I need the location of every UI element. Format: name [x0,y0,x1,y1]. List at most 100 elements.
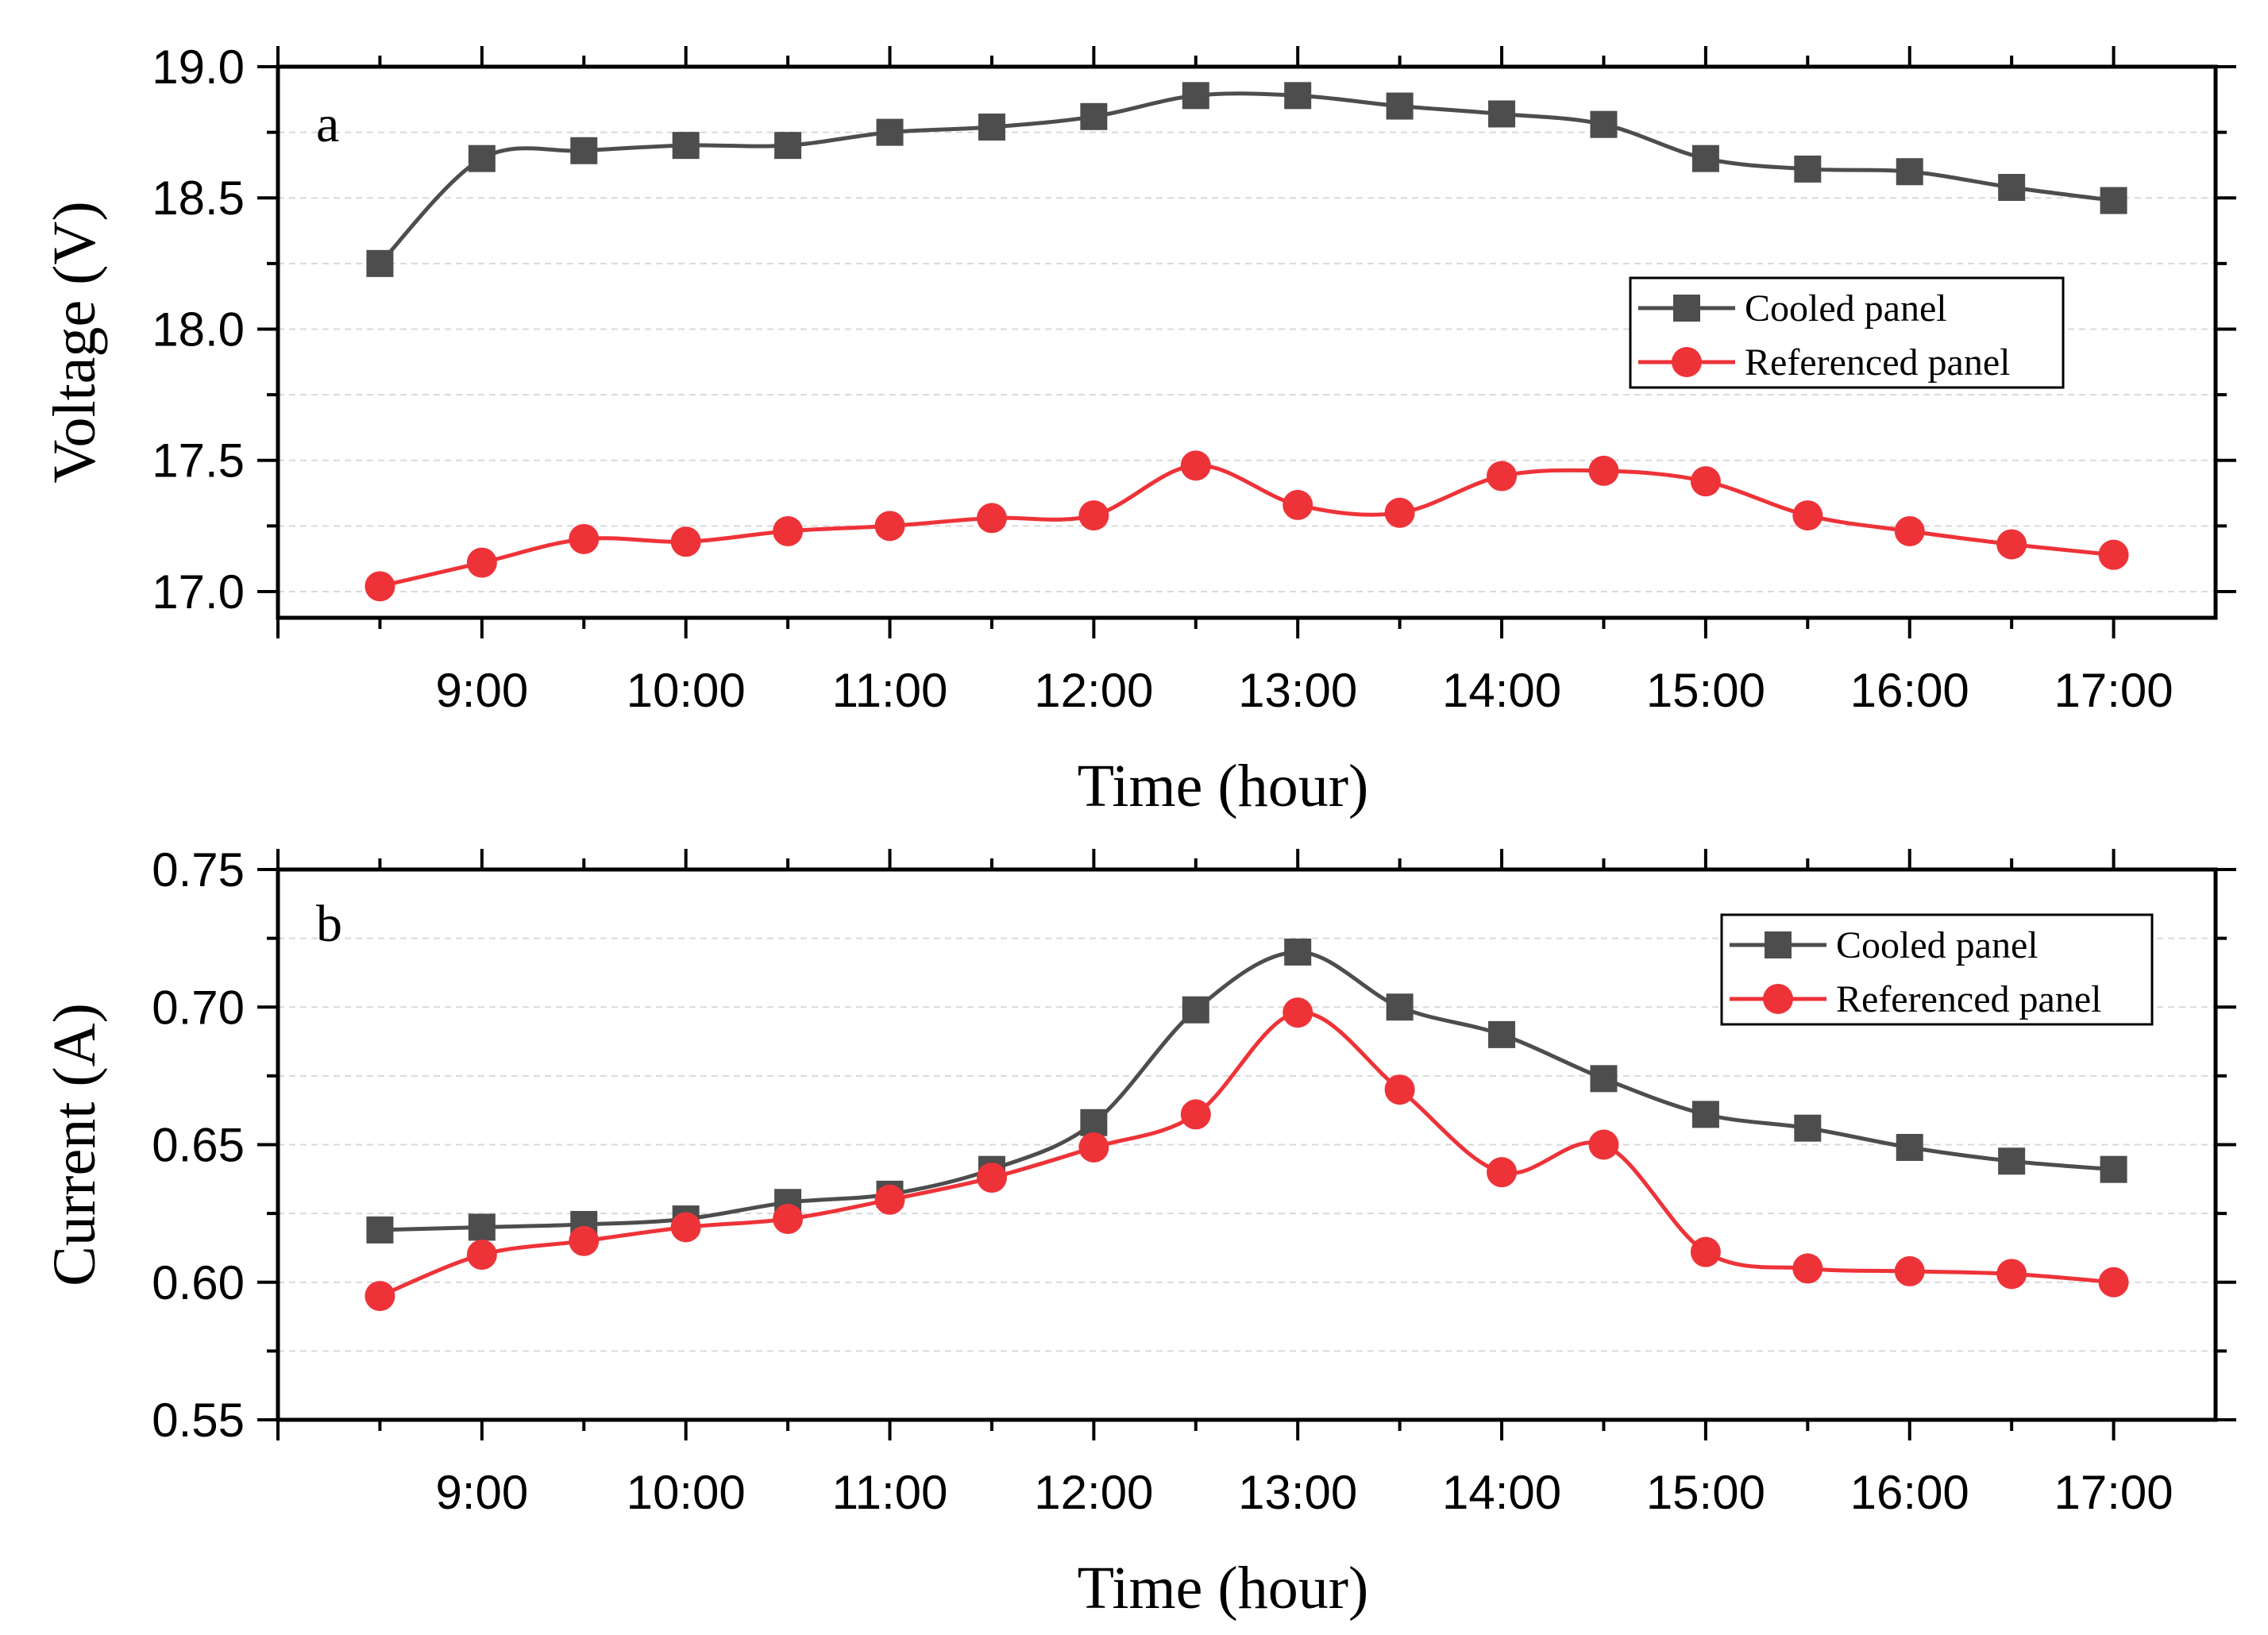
current-referenced-point [874,1184,905,1215]
voltage-plot-frame [276,64,2218,620]
voltage-x-tick-label: 17:00 [2054,664,2174,717]
current-x-tick-label: 12:00 [1034,1466,1153,1519]
current-referenced-point [1282,997,1313,1028]
voltage-cooled-point [2100,187,2127,214]
voltage-gridlines [278,131,2216,592]
voltage-cooled-point [1182,82,1209,110]
voltage-legend-referenced-label: Referenced panel [1745,341,2010,384]
current-referenced-point [2098,1267,2129,1298]
voltage-legend-cooled-marker [1673,295,1700,322]
voltage-cooled-point [366,249,394,277]
voltage-markers [364,82,2129,602]
voltage-referenced-point [773,515,804,546]
current-cooled-point [1590,1065,1618,1093]
voltage-y-tick-label: 18.5 [152,172,245,225]
voltage-referenced-point [670,526,701,557]
voltage-cooled-point [1998,174,2026,202]
current-legend-box [1720,913,2154,1026]
current-cooled-point [1284,938,1312,966]
voltage-x-tick-label: 16:00 [1850,664,1969,717]
voltage-referenced-point [1894,515,1925,546]
voltage-legend: Cooled panel Referenced panel [1629,276,2065,389]
current-referenced-point [466,1240,497,1271]
voltage-cooled-point [1794,155,1822,183]
voltage-cooled-line [378,91,2114,265]
current-markers [364,938,2129,1312]
voltage-x-axis-title: Time (hour) [1078,753,1369,819]
current-y-tick-label: 0.55 [152,1394,245,1447]
current-y-tick-label: 0.65 [152,1119,245,1172]
current-ticks: 9:00 10:00 11:00 12:00 13:00 14:00 15:00 16:00 1… [152,843,2236,1519]
current-cooled-point [1998,1147,2026,1175]
current-referenced-point [976,1163,1007,1193]
current-referenced-point [1588,1129,1619,1160]
current-x-tick-label: 11:00 [832,1466,948,1519]
current-legend-cooled-label: Cooled panel [1836,924,2038,966]
current-chart: 9:00 10:00 11:00 12:00 13:00 14:00 15:00 16:00 1… [41,843,2236,1622]
voltage-y-axis-title: Voltage (V) [41,201,108,483]
voltage-x-tick-label: 14:00 [1442,664,1561,717]
voltage-cooled-point [978,114,1005,141]
voltage-x-tick-label: 12:00 [1034,664,1153,717]
voltage-x-tick-label: 10:00 [627,664,746,717]
voltage-referenced-point [1487,461,1518,492]
voltage-legend-cooled-label: Cooled panel [1745,287,1947,330]
current-referenced-point [1180,1099,1211,1130]
voltage-cooled-point [1284,82,1312,110]
current-referenced-point [1792,1253,1823,1284]
voltage-cooled-point [672,132,700,160]
voltage-y-tick-label: 19.0 [152,40,245,94]
voltage-x-tick-label: 11:00 [832,664,948,717]
current-legend: Cooled panel Referenced panel [1720,913,2154,1026]
current-legend-referenced-label: Referenced panel [1836,978,2101,1020]
current-referenced-point [1078,1132,1109,1163]
current-cooled-point [468,1213,496,1241]
current-x-tick-label: 14:00 [1442,1466,1561,1519]
current-x-tick-label: 13:00 [1238,1466,1357,1519]
current-referenced-point [1996,1259,2027,1290]
current-referenced-point [364,1281,395,1312]
voltage-legend-referenced-marker [1672,347,1702,377]
current-cooled-point [1488,1020,1516,1048]
current-cooled-point [366,1216,394,1244]
voltage-x-tick-label: 15:00 [1646,664,1765,717]
current-x-tick-label: 17:00 [2054,1466,2174,1519]
current-referenced-point [773,1204,804,1235]
current-cooled-point [1182,996,1209,1024]
voltage-referenced-point [1996,529,2027,560]
voltage-referenced-point [1180,450,1211,481]
voltage-referenced-point [1078,500,1109,531]
current-referenced-point [1487,1157,1518,1188]
current-cooled-point [1080,1109,1108,1136]
current-y-tick-label: 0.60 [152,1256,245,1309]
voltage-referenced-point [1792,500,1823,531]
current-x-tick-label: 15:00 [1646,1466,1765,1519]
voltage-referenced-point [364,571,395,602]
voltage-referenced-point [1690,466,1721,497]
current-x-tick-label: 10:00 [627,1466,746,1519]
current-cooled-point [1896,1133,1923,1161]
current-y-tick-label: 0.70 [152,981,245,1034]
voltage-cooled-point [1386,92,1414,120]
voltage-referenced-point [1384,497,1415,528]
current-x-axis-title: Time (hour) [1078,1555,1369,1622]
voltage-ticks: 9:00 10:00 11:00 12:00 13:00 14:00 15:00 16:00 1… [152,40,2236,717]
current-referenced-point [1690,1236,1721,1267]
voltage-referenced-point [976,503,1007,534]
voltage-y-tick-label: 17.0 [152,565,245,619]
current-legend-referenced-marker [1763,984,1793,1014]
current-referenced-point [670,1212,701,1243]
voltage-x-tick-label: 13:00 [1238,664,1357,717]
voltage-referenced-point [874,511,905,542]
voltage-y-tick-label: 17.5 [152,434,245,488]
voltage-legend-box [1629,276,2065,389]
voltage-cooled-point [1590,110,1618,138]
voltage-cooled-point [774,132,802,160]
voltage-referenced-point [466,547,497,578]
current-referenced-point [1894,1255,1925,1286]
current-y-axis-title: Current (A) [41,1003,108,1286]
voltage-referenced-point [1588,455,1619,486]
current-referenced-line [379,1010,2114,1298]
voltage-cooled-point [468,145,496,172]
